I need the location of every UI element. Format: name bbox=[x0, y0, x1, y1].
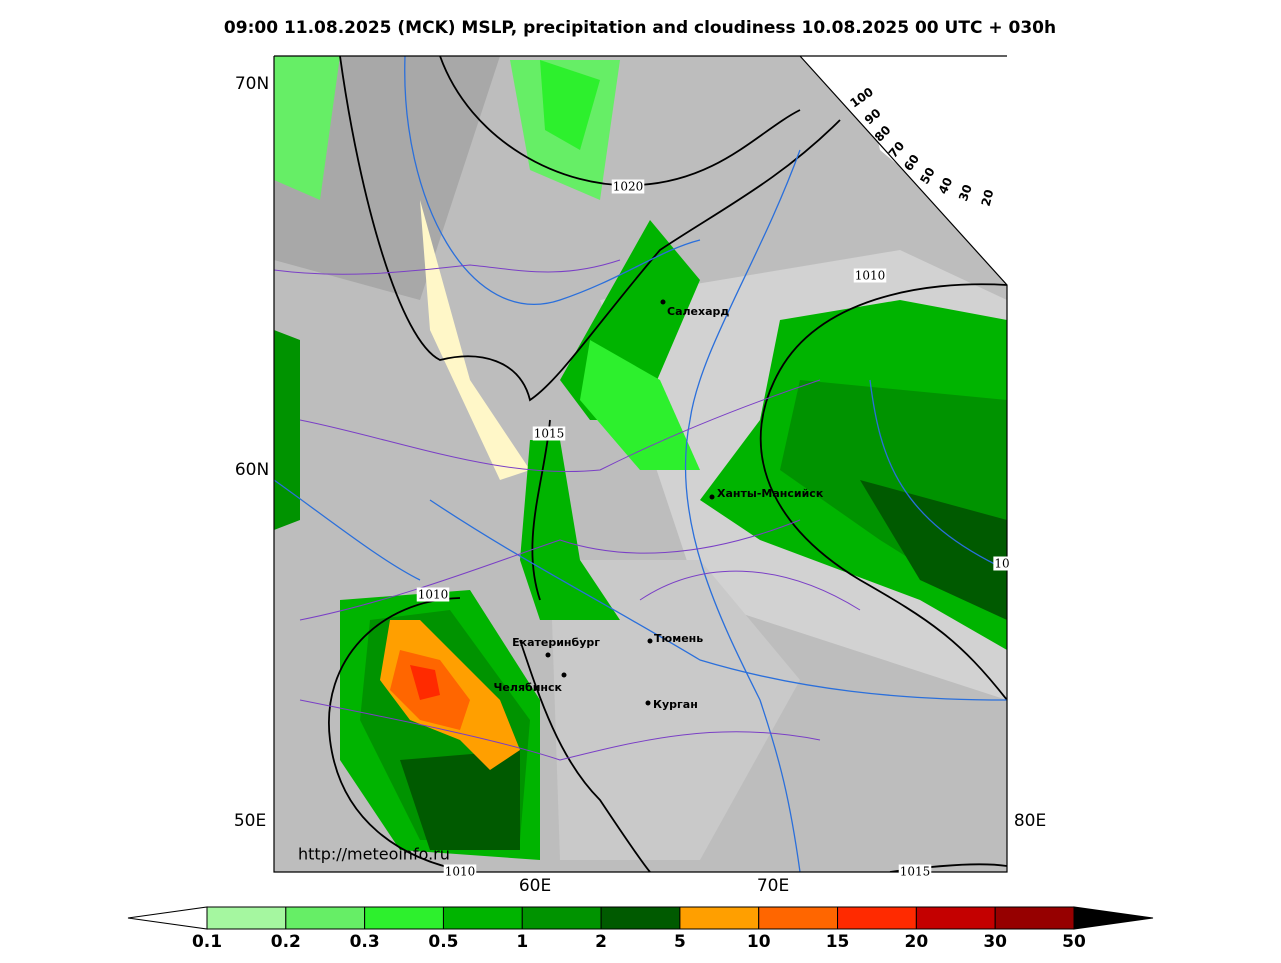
legend-arrow-high bbox=[1073, 906, 1154, 930]
watermark: http://meteoinfo.ru bbox=[298, 845, 450, 864]
isobar-label: 10 bbox=[994, 557, 1009, 571]
legend-label: 5 bbox=[674, 932, 686, 952]
legend-swatch bbox=[206, 906, 287, 930]
legend-arrow-low bbox=[127, 906, 208, 930]
isobar-label: 1010 bbox=[855, 269, 886, 283]
legend-label: 0.5 bbox=[428, 932, 458, 952]
isobar-label-bg bbox=[898, 864, 932, 879]
isobar-label: 1010 bbox=[445, 865, 476, 879]
isobar-label-bg bbox=[532, 426, 566, 441]
legend-swatch bbox=[915, 906, 996, 930]
isobar-label-bg bbox=[993, 556, 1011, 571]
city-label: Курган bbox=[653, 698, 698, 711]
legend-label: 50 bbox=[1062, 932, 1086, 952]
city-label: Салехард bbox=[667, 305, 729, 318]
legend-label: 0.1 bbox=[192, 932, 222, 952]
legend-swatch bbox=[521, 906, 602, 930]
legend-label: 15 bbox=[826, 932, 850, 952]
legend-label: 0.2 bbox=[271, 932, 301, 952]
isobar-label-bg bbox=[443, 864, 477, 879]
city-dot bbox=[645, 700, 651, 706]
isobar-label: 1015 bbox=[900, 865, 931, 879]
legend-swatch bbox=[442, 906, 523, 930]
legend-label: 0.3 bbox=[350, 932, 380, 952]
city-label: Тюмень bbox=[654, 632, 703, 645]
legend-swatch bbox=[837, 906, 917, 930]
isobar-label: 1015 bbox=[534, 427, 565, 441]
legend-swatch bbox=[285, 906, 366, 930]
legend-label: 1 bbox=[516, 932, 528, 952]
legend-swatch bbox=[679, 906, 760, 930]
city-dot bbox=[545, 652, 551, 658]
cloud-scale-label: 40 bbox=[936, 175, 956, 196]
isobar-label-bg bbox=[853, 268, 887, 283]
isobar-label: 1010 bbox=[418, 588, 449, 602]
city-dot bbox=[660, 299, 666, 305]
legend-swatch bbox=[364, 906, 444, 930]
lon-label: 70E bbox=[757, 876, 789, 896]
legend: 0.1 0.2 0.3 0.5 1 2 5 10 15 20 30 50 bbox=[127, 906, 1154, 952]
isobar-label-bg bbox=[416, 587, 450, 602]
isobar-label-bg bbox=[611, 179, 645, 194]
map-area bbox=[274, 56, 1007, 872]
city-label: Ханты-Мансийск bbox=[717, 487, 824, 500]
city-dot bbox=[709, 494, 715, 500]
legend-swatch bbox=[994, 906, 1075, 930]
cloud-scale-label: 30 bbox=[956, 183, 975, 203]
legend-swatch bbox=[758, 906, 839, 930]
legend-label: 2 bbox=[595, 932, 607, 952]
city-dot bbox=[647, 638, 653, 644]
city-dot bbox=[561, 672, 567, 678]
cloud-scale-label: 50 bbox=[917, 165, 937, 186]
city-label: Екатеринбург bbox=[512, 636, 600, 649]
cloud-scale-label: 100 bbox=[847, 85, 876, 111]
lon-label: 60E bbox=[519, 876, 551, 896]
legend-label: 10 bbox=[747, 932, 771, 952]
city-label: Челябинск bbox=[494, 681, 563, 694]
title: 09:00 11.08.2025 (MCK) MSLP, precipitati… bbox=[224, 18, 1056, 38]
lon-label: 50E bbox=[234, 811, 266, 831]
isobar-label: 1020 bbox=[613, 180, 644, 194]
legend-label: 30 bbox=[983, 932, 1007, 952]
lon-label: 80E bbox=[1014, 811, 1046, 831]
lat-label: 60N bbox=[235, 460, 269, 480]
cloud-scale-label: 60 bbox=[901, 152, 922, 174]
lat-label: 70N bbox=[235, 74, 269, 94]
legend-swatch bbox=[600, 906, 681, 930]
cloud-scale-label: 90 bbox=[862, 106, 884, 127]
legend-label: 20 bbox=[905, 932, 929, 952]
cloud-scale-label: 20 bbox=[979, 188, 997, 208]
